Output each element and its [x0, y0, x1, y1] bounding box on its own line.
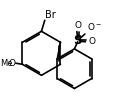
Text: O: O — [87, 37, 94, 46]
Text: O: O — [74, 21, 80, 30]
Text: O$^-$: O$^-$ — [86, 21, 101, 32]
Text: S: S — [73, 34, 81, 47]
Text: O: O — [8, 59, 15, 68]
Text: Br: Br — [45, 10, 56, 20]
Text: Me: Me — [1, 59, 13, 68]
